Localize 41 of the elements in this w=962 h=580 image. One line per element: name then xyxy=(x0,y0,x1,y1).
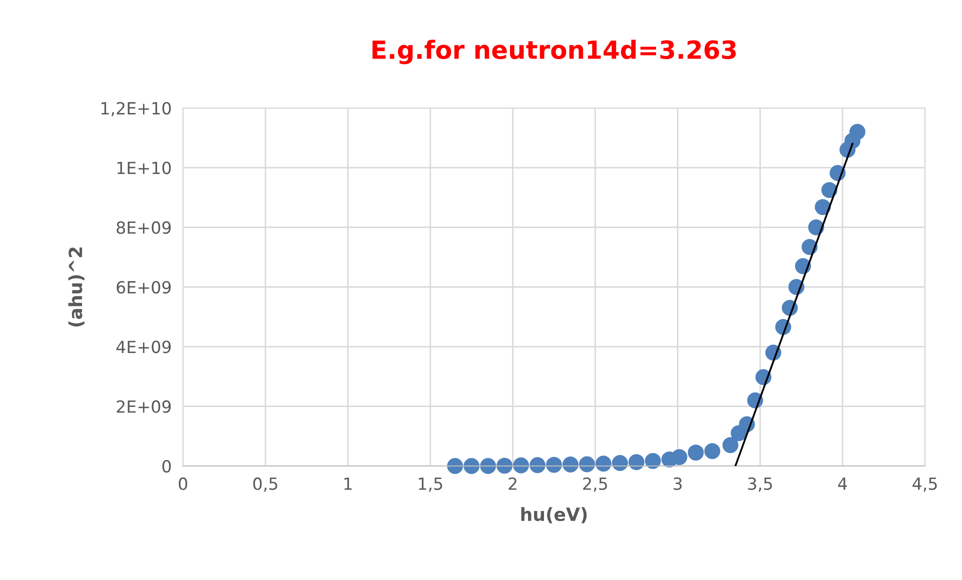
point xyxy=(595,456,612,472)
x-tick-label: 0 xyxy=(178,477,188,490)
point xyxy=(579,456,595,472)
x-tick-label: 2 xyxy=(508,477,516,490)
y-tick-label: 2E+09 xyxy=(116,400,171,413)
y-tick-label: 6E+09 xyxy=(116,280,171,294)
x-tick-label: 2,5 xyxy=(583,477,608,492)
x-tick-label: 3,5 xyxy=(748,477,772,492)
point xyxy=(808,219,824,236)
x-tick-label: 1,5 xyxy=(418,478,442,492)
point xyxy=(562,456,578,472)
chart-title: E.g.for neutron14d=3.263 xyxy=(372,40,736,64)
point xyxy=(688,444,704,461)
point xyxy=(814,199,831,216)
y-tick-label: 0 xyxy=(162,460,171,473)
y-axis-title: (ahu)^2 xyxy=(68,248,84,326)
point xyxy=(464,458,480,474)
x-tick-label: 4 xyxy=(838,478,847,490)
point xyxy=(849,124,866,140)
point xyxy=(612,455,628,471)
y-tick-label: 4E+09 xyxy=(116,340,171,354)
point xyxy=(671,449,688,466)
point xyxy=(447,458,464,474)
y-tick-label: 1,2E+10 xyxy=(102,102,171,116)
point xyxy=(644,452,661,469)
x-axis-title: hu(eV) xyxy=(521,507,587,524)
point xyxy=(546,456,562,473)
point xyxy=(480,458,496,474)
x-tick-label: 4,5 xyxy=(912,478,937,492)
x-tick-label: 0,5 xyxy=(253,477,278,492)
point xyxy=(821,182,838,198)
x-tick-label: 3 xyxy=(674,477,682,490)
point xyxy=(722,437,738,454)
point xyxy=(513,457,529,474)
point xyxy=(704,443,720,460)
y-tick-label: 8E+09 xyxy=(116,221,171,234)
point xyxy=(628,454,644,470)
point xyxy=(496,458,513,474)
y-tick-label: 1E+10 xyxy=(117,162,171,174)
x-tick-label: 1 xyxy=(344,478,352,490)
point xyxy=(530,457,546,474)
